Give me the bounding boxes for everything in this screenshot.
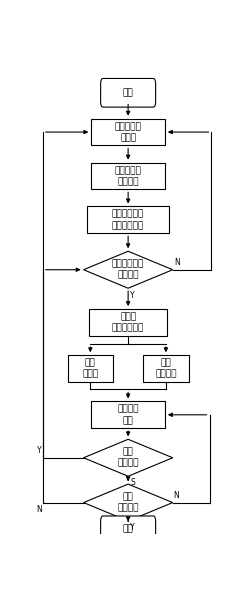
Text: N: N	[174, 259, 180, 268]
Text: 时间间隔长度
触发中断: 时间间隔长度 触发中断	[112, 260, 144, 280]
Text: 发送
采集数据: 发送 采集数据	[155, 359, 177, 379]
Text: 各节点自动
形成网络: 各节点自动 形成网络	[115, 166, 141, 186]
Text: N: N	[174, 491, 180, 500]
FancyBboxPatch shape	[100, 79, 156, 107]
Bar	[143, 355, 189, 382]
Text: 写入
存储器: 写入 存储器	[82, 359, 98, 379]
Polygon shape	[84, 251, 173, 288]
Text: 结束: 结束	[123, 524, 134, 533]
Text: 各功能模块
初始化: 各功能模块 初始化	[115, 122, 141, 142]
Text: Y: Y	[130, 291, 135, 300]
Bar	[90, 309, 167, 336]
Bar	[91, 401, 165, 428]
Text: 传感器
进行数据采集: 传感器 进行数据采集	[112, 313, 144, 332]
Bar	[68, 355, 113, 382]
Text: 调整各节点的
时间同步计时: 调整各节点的 时间同步计时	[112, 210, 144, 230]
Polygon shape	[84, 484, 173, 521]
Text: 结束
节点采集: 结束 节点采集	[118, 493, 139, 512]
Bar	[88, 206, 169, 233]
Text: S: S	[130, 478, 135, 487]
Text: Y: Y	[37, 446, 42, 455]
Text: Y: Y	[130, 523, 135, 532]
Polygon shape	[84, 439, 173, 476]
FancyBboxPatch shape	[100, 516, 156, 541]
Text: 进入休眠
状态: 进入休眠 状态	[118, 405, 139, 425]
Text: 开始: 开始	[123, 88, 134, 97]
Bar	[91, 163, 165, 190]
Bar	[91, 119, 165, 145]
Text: 启动
重启中断: 启动 重启中断	[118, 448, 139, 468]
Text: N: N	[36, 505, 42, 514]
